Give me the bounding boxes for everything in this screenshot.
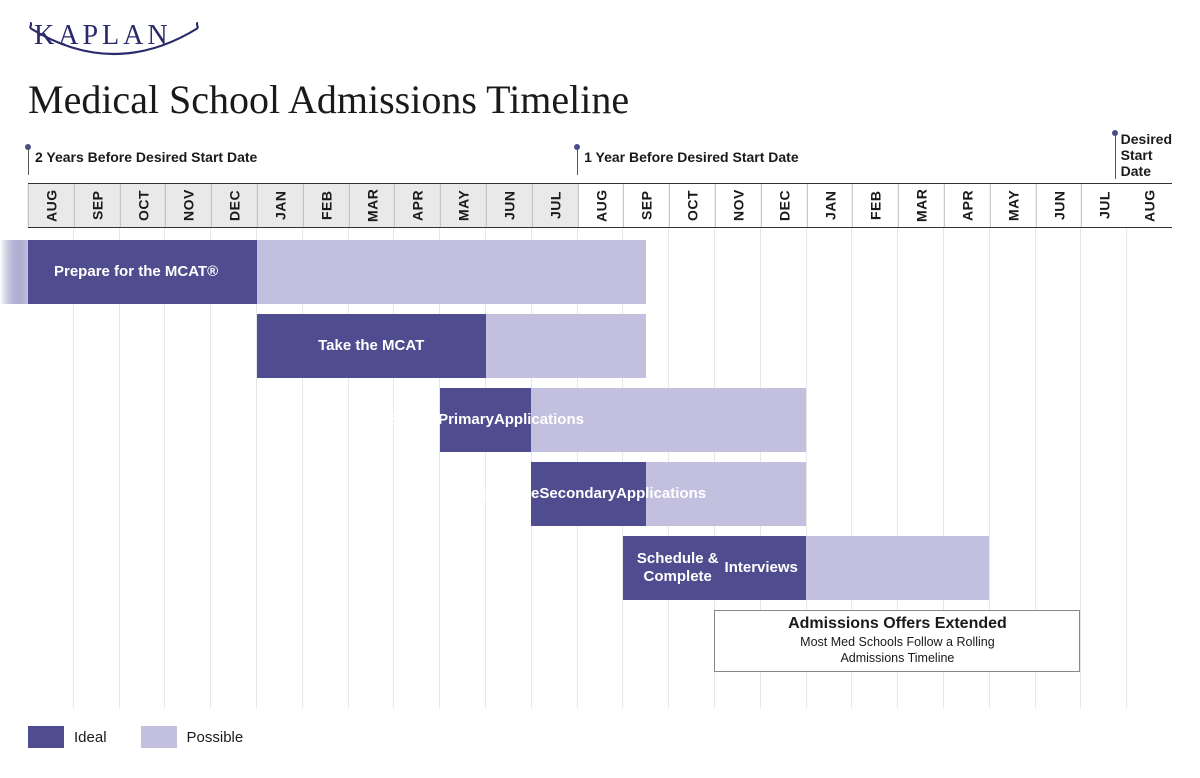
- legend: Ideal Possible: [28, 726, 1172, 748]
- bar-ideal-complete-secondary: CompleteSecondaryApplications: [531, 462, 645, 526]
- marker-desired-start: DesiredStartDate: [1121, 131, 1172, 179]
- gantt-row-take-mcat: Take the MCAT: [28, 314, 1172, 378]
- month-cell: SEP: [623, 184, 669, 227]
- legend-possible-label: Possible: [187, 729, 244, 746]
- month-cell: APR: [944, 184, 990, 227]
- month-cell: MAR: [349, 184, 395, 227]
- marker-one-year: 1 Year Before Desired Start Date: [577, 149, 799, 177]
- offers-title: Admissions Offers Extended: [788, 615, 1007, 633]
- marker-desired-label: DesiredStartDate: [1121, 131, 1172, 179]
- bar-ideal-submit-primary: SubmitPrimaryApplications: [440, 388, 532, 452]
- bar-ideal-interviews: Schedule & CompleteInterviews: [623, 536, 806, 600]
- brand-swoosh-icon: [26, 22, 202, 62]
- marker-one-year-label: 1 Year Before Desired Start Date: [584, 149, 799, 165]
- grid: AUGSEPOCTNOVDECJANFEBMARAPRMAYJUNJULAUGS…: [28, 183, 1172, 708]
- month-cell: MAY: [990, 184, 1036, 227]
- legend-ideal: Ideal: [28, 726, 107, 748]
- marker-two-years-label: 2 Years Before Desired Start Date: [35, 149, 257, 165]
- legend-ideal-label: Ideal: [74, 729, 107, 746]
- month-cell: NOV: [165, 184, 211, 227]
- month-cell: APR: [394, 184, 440, 227]
- month-cell: SEP: [74, 184, 120, 227]
- gantt-row-interviews: Schedule & CompleteInterviews: [28, 536, 1172, 600]
- month-cell: DEC: [211, 184, 257, 227]
- month-cell: OCT: [120, 184, 166, 227]
- bar-ideal-take-mcat: Take the MCAT: [257, 314, 486, 378]
- month-cell: AUG: [1127, 184, 1172, 227]
- month-cell: JUL: [1081, 184, 1127, 227]
- marker-two-years: 2 Years Before Desired Start Date: [28, 149, 257, 177]
- marker-row: 2 Years Before Desired Start Date 1 Year…: [28, 149, 1172, 183]
- month-cell: JUN: [486, 184, 532, 227]
- month-cell: AUG: [28, 184, 74, 227]
- month-cell: FEB: [852, 184, 898, 227]
- month-cell: JAN: [807, 184, 853, 227]
- gantt-row-prepare-mcat: Prepare for the MCAT®: [28, 240, 1172, 304]
- month-cell: AUG: [578, 184, 624, 227]
- bar-ideal-prepare-mcat: Prepare for the MCAT®: [28, 240, 257, 304]
- month-header-row: AUGSEPOCTNOVDECJANFEBMARAPRMAYJUNJULAUGS…: [28, 184, 1172, 228]
- offers-box: Admissions Offers Extended Most Med Schoo…: [714, 610, 1080, 672]
- month-cell: JAN: [257, 184, 303, 227]
- chart-body: Prepare for the MCAT®Take the MCAT Submit…: [28, 228, 1172, 708]
- month-cell: FEB: [303, 184, 349, 227]
- brand-logo: KAPLAN: [28, 20, 178, 62]
- month-cell: MAY: [440, 184, 486, 227]
- legend-possible: Possible: [141, 726, 244, 748]
- legend-ideal-swatch: [28, 726, 64, 748]
- gantt-row-submit-primary: SubmitPrimaryApplications: [28, 388, 1172, 452]
- offers-subtitle: Most Med Schools Follow a RollingAdmissi…: [800, 635, 995, 666]
- month-cell: DEC: [761, 184, 807, 227]
- legend-possible-swatch: [141, 726, 177, 748]
- month-cell: MAR: [898, 184, 944, 227]
- page-title: Medical School Admissions Timeline: [28, 76, 1172, 123]
- month-cell: JUN: [1036, 184, 1082, 227]
- gantt-row-complete-secondary: CompleteSecondaryApplications: [28, 462, 1172, 526]
- month-cell: JUL: [532, 184, 578, 227]
- timeline: 2 Years Before Desired Start Date 1 Year…: [28, 149, 1172, 748]
- month-cell: NOV: [715, 184, 761, 227]
- month-cell: OCT: [669, 184, 715, 227]
